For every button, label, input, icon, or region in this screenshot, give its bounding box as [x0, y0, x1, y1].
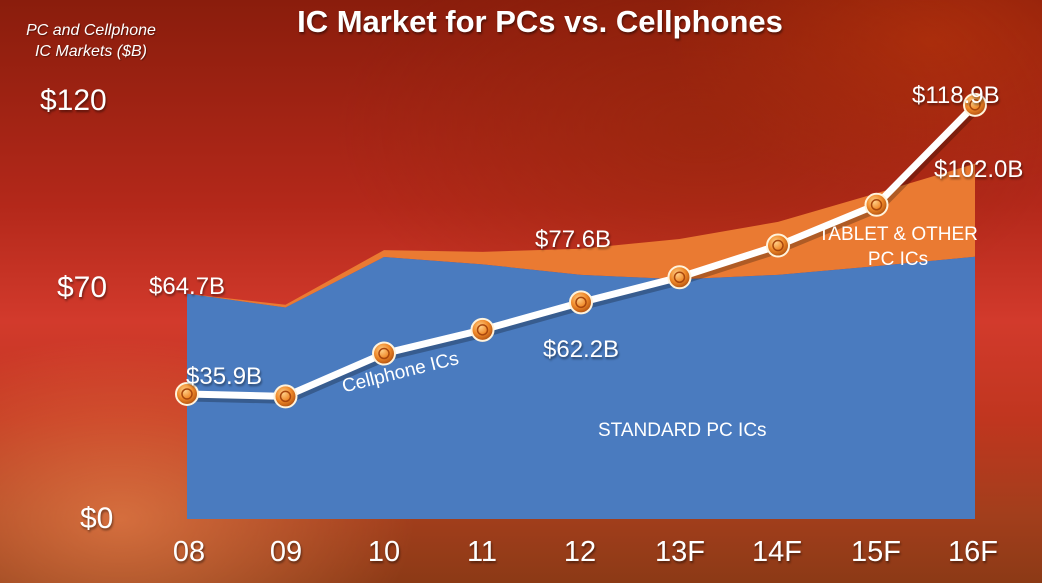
- cellphone-data-point: [864, 192, 889, 217]
- cellphone-data-point: [667, 265, 692, 290]
- x-tick-label: 11: [466, 536, 498, 568]
- x-tick-label: 08: [172, 536, 206, 568]
- cellphone-data-point: [175, 381, 199, 406]
- y-axis-label: PC and Cellphone IC Markets ($B): [6, 20, 176, 62]
- x-tick-label: 16F: [948, 536, 998, 568]
- chart-title: IC Market for PCs vs. Cellphones: [297, 4, 783, 39]
- area-standard-pc-ics: [187, 256, 975, 519]
- series-label-standard-pc: STANDARD PC ICs: [598, 420, 767, 441]
- cellphone-data-point: [470, 317, 495, 342]
- area-tablet-other-pc-ics: [187, 163, 975, 308]
- cellphone-data-point: [273, 384, 298, 409]
- data-label-pc-total-16: $102.0B: [934, 156, 1024, 183]
- y-axis-label-line-2: IC Markets ($B): [34, 43, 147, 60]
- data-label-cellphone-16: $118.9B: [912, 82, 1000, 109]
- x-tick-label: 09: [269, 536, 303, 568]
- data-label-cellphone-08: $35.9B: [186, 363, 263, 390]
- y-axis-label-line-1: PC and Cellphone: [26, 22, 156, 39]
- cellphone-data-point: [372, 341, 396, 366]
- cellphone-data-point: [569, 290, 593, 315]
- x-tick-label: 13F: [655, 536, 705, 568]
- x-tick-label: 15F: [851, 536, 901, 568]
- x-tick-label: 10: [367, 536, 401, 568]
- cellphone-data-point: [963, 92, 987, 117]
- data-label-pc-total-12: $77.6B: [535, 226, 612, 253]
- cellphone-data-point: [766, 233, 790, 258]
- x-tick-label: 14F: [752, 536, 802, 568]
- y-tick-70: $70: [57, 271, 108, 304]
- y-tick-120: $120: [40, 84, 107, 117]
- data-label-pc-total-08: $64.7B: [149, 273, 226, 300]
- data-label-cellphone-12: $62.2B: [543, 336, 620, 363]
- x-tick-label: 12: [563, 536, 597, 568]
- y-tick-0: $0: [80, 502, 114, 535]
- series-label-tablet-other-pc: TABLET & OTHER PC ICs: [818, 224, 978, 270]
